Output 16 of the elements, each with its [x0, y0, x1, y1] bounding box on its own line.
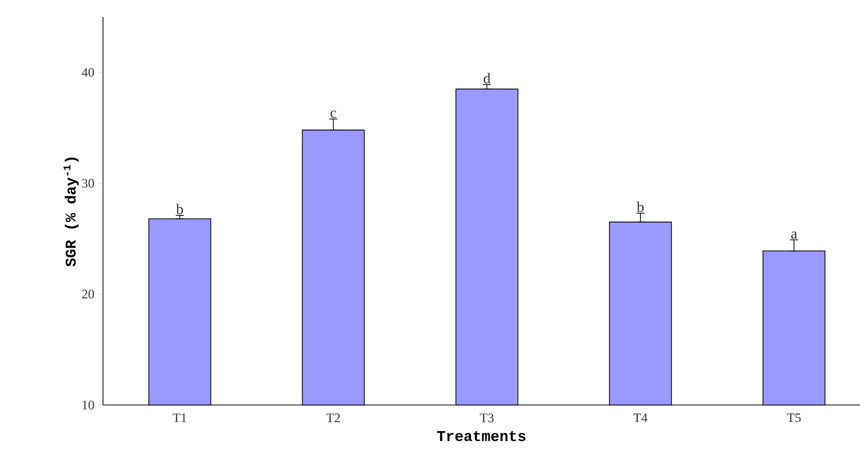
y-tick-label: 40 — [82, 68, 94, 77]
annotation: c — [330, 110, 336, 118]
y-axis-title: SGR (% day$^{-1}$) — [64, 158, 79, 267]
x-tick-label: T2 — [326, 414, 340, 422]
x-tick-label: T4 — [633, 414, 648, 422]
x-tick-label: T3 — [480, 414, 494, 422]
annotation: b — [636, 202, 644, 212]
x-axis-title: Treatments — [437, 431, 526, 442]
y-tick-label: 20 — [82, 290, 94, 298]
x-tick-label: T1 — [172, 414, 186, 422]
annotation: a — [791, 231, 798, 239]
annotation: d — [484, 72, 490, 84]
x-tick-label: T5 — [787, 414, 801, 422]
annotation: b — [176, 204, 183, 214]
y-tick-label: 30 — [82, 178, 94, 188]
y-tick-label: 10 — [82, 400, 94, 410]
